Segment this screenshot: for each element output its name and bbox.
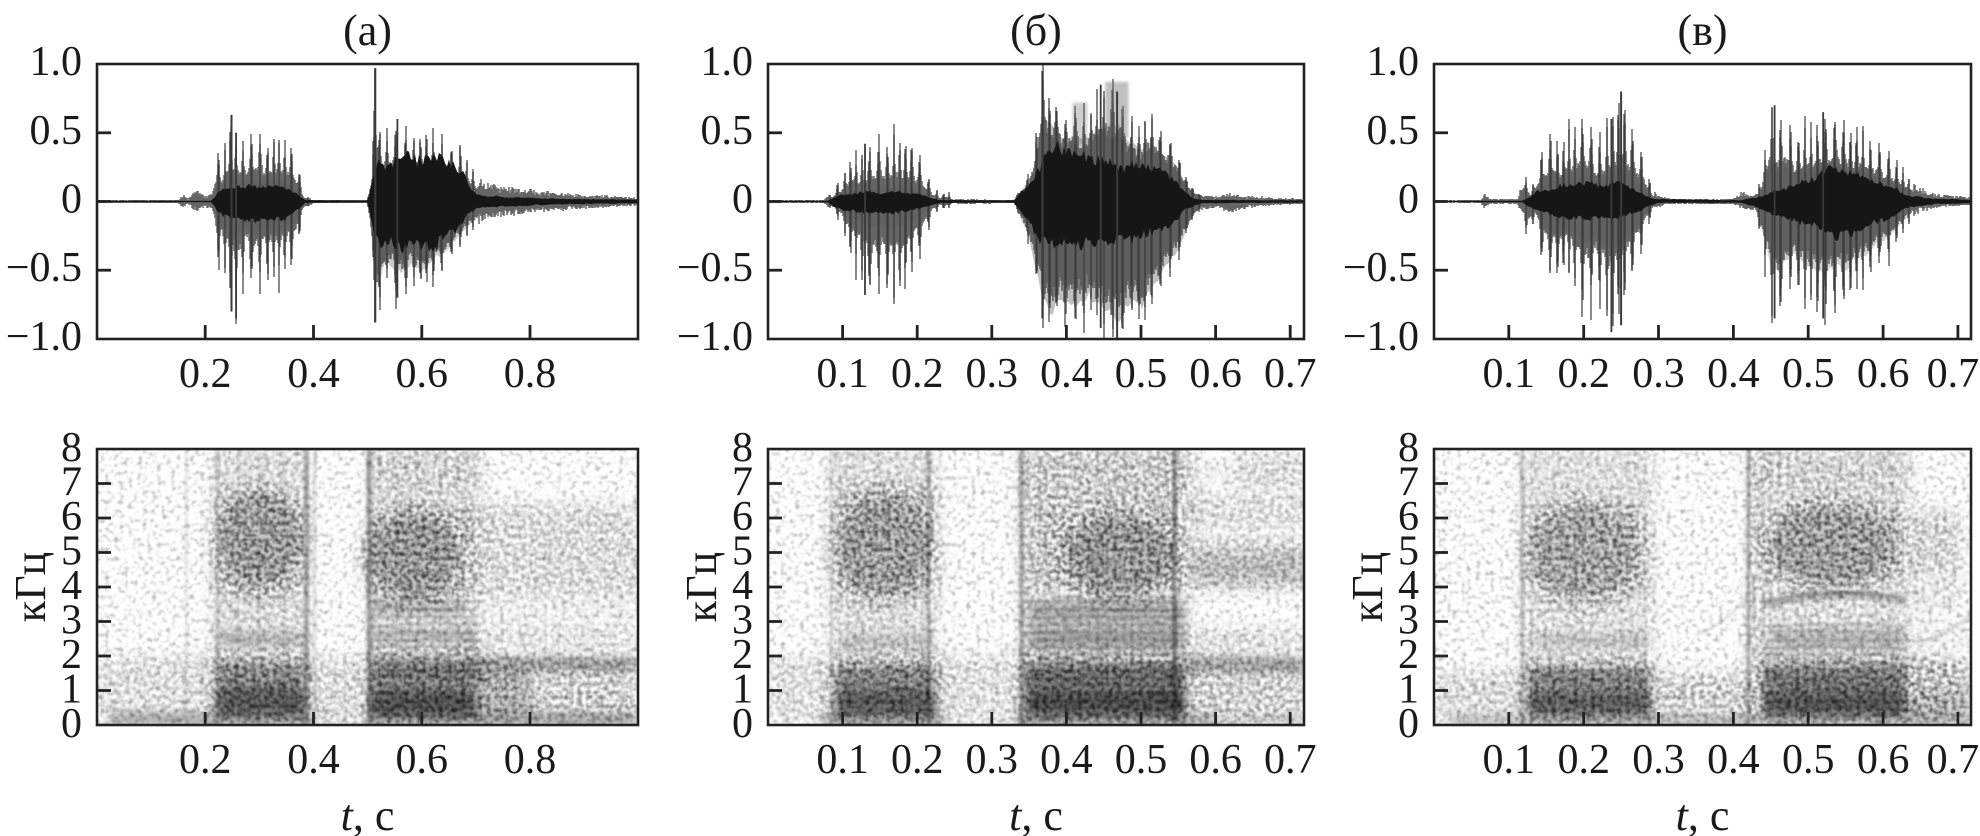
svg-text:0.2: 0.2	[179, 351, 232, 397]
svg-text:кГц: кГц	[1343, 552, 1392, 622]
svg-text:0.5: 0.5	[1115, 351, 1168, 397]
svg-text:−0.5: −0.5	[1343, 245, 1419, 291]
svg-text:0.2: 0.2	[891, 737, 944, 783]
svg-text:7: 7	[1398, 460, 1419, 506]
svg-text:−0.5: −0.5	[6, 245, 82, 291]
svg-text:0.5: 0.5	[30, 108, 83, 154]
svg-text:8: 8	[1398, 425, 1419, 471]
svg-text:0.1: 0.1	[1483, 351, 1536, 397]
svg-text:0.4: 0.4	[1040, 351, 1093, 397]
svg-text:0.2: 0.2	[1557, 737, 1610, 783]
svg-text:(б): (б)	[1010, 6, 1062, 55]
svg-text:0.1: 0.1	[816, 737, 869, 783]
svg-text:0.6: 0.6	[396, 351, 449, 397]
svg-text:1: 1	[732, 667, 753, 713]
svg-text:0.2: 0.2	[891, 351, 944, 397]
svg-text:t, с: t, с	[341, 791, 395, 836]
svg-text:−1.0: −1.0	[6, 314, 82, 360]
svg-text:0.6: 0.6	[1189, 351, 1242, 397]
svg-text:0.5: 0.5	[1115, 737, 1168, 783]
svg-text:−1.0: −1.0	[677, 314, 753, 360]
svg-text:3: 3	[732, 598, 753, 644]
svg-text:2: 2	[732, 632, 753, 678]
svg-text:0.2: 0.2	[1557, 351, 1610, 397]
svg-text:0: 0	[1398, 701, 1419, 747]
svg-text:0.1: 0.1	[816, 351, 869, 397]
svg-text:8: 8	[61, 425, 82, 471]
svg-text:0.3: 0.3	[1632, 737, 1685, 783]
svg-text:0.7: 0.7	[1264, 351, 1317, 397]
svg-text:0.6: 0.6	[1189, 737, 1242, 783]
svg-text:0.8: 0.8	[504, 737, 557, 783]
svg-text:0.5: 0.5	[701, 108, 754, 154]
svg-text:0.6: 0.6	[1857, 737, 1910, 783]
svg-text:5: 5	[732, 529, 753, 575]
svg-text:0.5: 0.5	[1782, 737, 1835, 783]
svg-text:4: 4	[61, 563, 82, 609]
svg-text:6: 6	[61, 494, 82, 540]
svg-text:0.8: 0.8	[504, 351, 557, 397]
svg-text:7: 7	[732, 460, 753, 506]
svg-text:8: 8	[732, 425, 753, 471]
svg-text:0: 0	[61, 701, 82, 747]
svg-text:3: 3	[1398, 598, 1419, 644]
svg-text:3: 3	[61, 598, 82, 644]
svg-text:6: 6	[732, 494, 753, 540]
svg-text:4: 4	[732, 563, 753, 609]
svg-text:0.3: 0.3	[966, 351, 1019, 397]
svg-text:2: 2	[1398, 632, 1419, 678]
svg-text:0.7: 0.7	[1264, 737, 1317, 783]
svg-text:t, с: t, с	[1676, 791, 1730, 836]
svg-text:5: 5	[1398, 529, 1419, 575]
svg-text:0: 0	[732, 701, 753, 747]
svg-text:0.5: 0.5	[1782, 351, 1835, 397]
svg-text:1: 1	[1398, 667, 1419, 713]
svg-text:2: 2	[61, 632, 82, 678]
svg-text:0.4: 0.4	[1040, 737, 1093, 783]
svg-text:−0.5: −0.5	[677, 245, 753, 291]
svg-text:4: 4	[1398, 563, 1419, 609]
svg-text:0.3: 0.3	[1632, 351, 1685, 397]
svg-text:0: 0	[1398, 177, 1419, 223]
svg-text:6: 6	[1398, 494, 1419, 540]
svg-text:0.6: 0.6	[1857, 351, 1910, 397]
svg-text:−1.0: −1.0	[1343, 314, 1419, 360]
svg-text:0.3: 0.3	[966, 737, 1019, 783]
svg-text:0.1: 0.1	[1483, 737, 1536, 783]
svg-text:1: 1	[61, 667, 82, 713]
svg-text:1.0: 1.0	[30, 39, 83, 85]
svg-text:кГц: кГц	[677, 552, 726, 622]
svg-text:(а): (а)	[343, 6, 392, 55]
svg-text:кГц: кГц	[6, 552, 55, 622]
svg-text:0.7: 0.7	[1927, 351, 1980, 397]
svg-text:0.4: 0.4	[1707, 351, 1760, 397]
svg-text:5: 5	[61, 529, 82, 575]
svg-text:7: 7	[61, 460, 82, 506]
svg-text:0.6: 0.6	[396, 737, 449, 783]
svg-text:0.4: 0.4	[287, 351, 340, 397]
svg-text:t, с: t, с	[1009, 791, 1063, 836]
svg-text:1.0: 1.0	[701, 39, 754, 85]
svg-text:1.0: 1.0	[1367, 39, 1420, 85]
svg-text:0.4: 0.4	[1707, 737, 1760, 783]
svg-text:(в): (в)	[1677, 6, 1727, 55]
svg-text:0: 0	[732, 177, 753, 223]
svg-text:0.7: 0.7	[1927, 737, 1980, 783]
svg-text:0.5: 0.5	[1367, 108, 1420, 154]
svg-text:0.2: 0.2	[179, 737, 232, 783]
svg-text:0: 0	[61, 177, 82, 223]
svg-text:0.4: 0.4	[287, 737, 340, 783]
